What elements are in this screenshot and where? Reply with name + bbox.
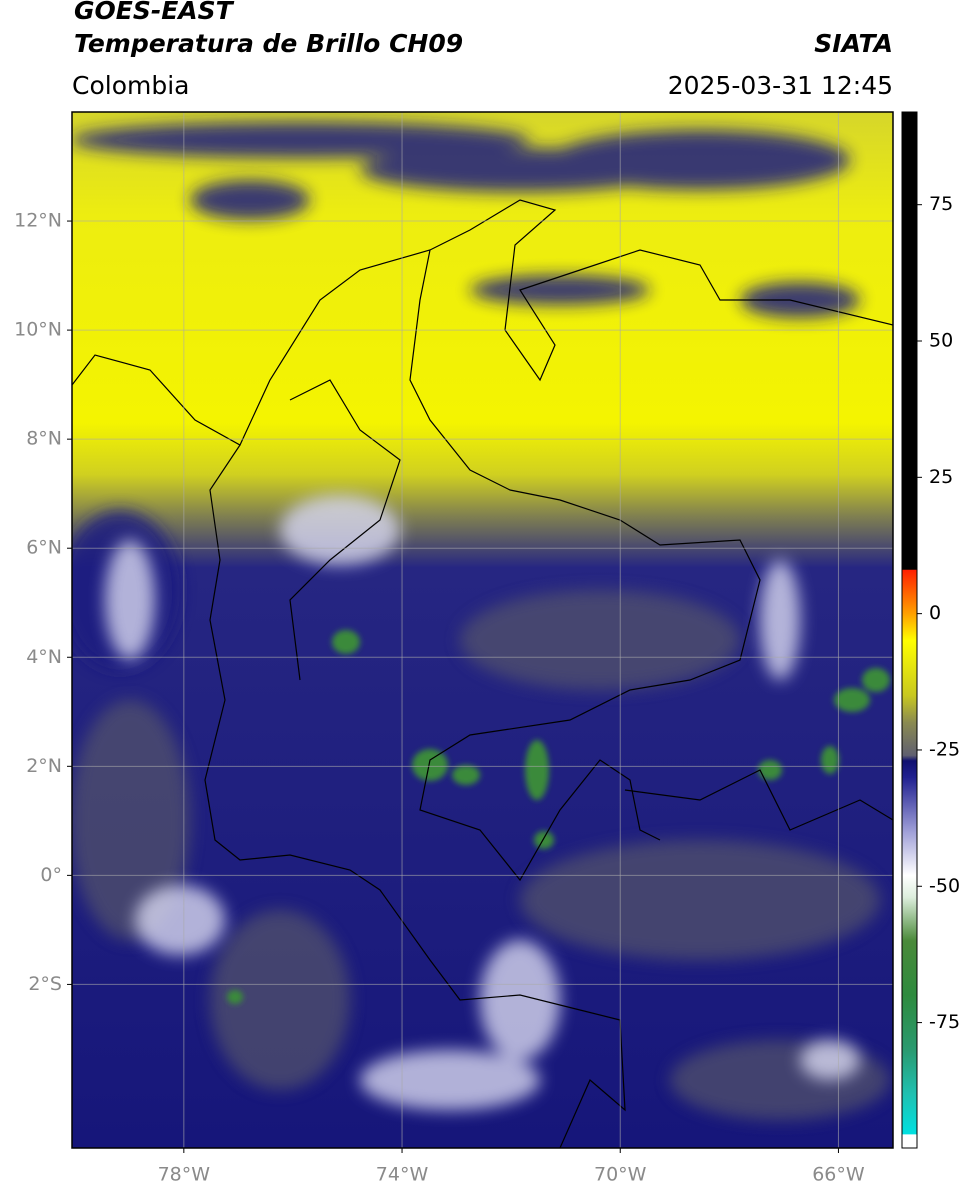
y-tick-label: 8°N: [26, 428, 62, 450]
y-tick-label: 12°N: [14, 210, 62, 232]
colorbar-tick-label: -25: [929, 738, 960, 760]
map-frame: [71, 111, 894, 1149]
satellite-image: [72, 112, 893, 1148]
colorbar-tick-label: 75: [929, 193, 953, 215]
y-tick-label: 0°: [40, 864, 62, 886]
graticule: [72, 112, 893, 1148]
colorbar-tick-label: -50: [929, 875, 960, 897]
region: Colombia: [72, 71, 189, 100]
timestamp: 2025-03-31 12:45: [668, 71, 893, 100]
colorbar: [901, 111, 918, 1149]
x-tick-label: 66°W: [812, 1164, 865, 1186]
source: SIATA: [814, 29, 893, 58]
x-tick-label: 78°W: [158, 1164, 211, 1186]
colorbar-tick-label: 50: [929, 330, 953, 352]
y-tick-label: 2°S: [28, 973, 62, 995]
colorbar-tick-label: -75: [929, 1011, 960, 1033]
title: GOES-EAST: [74, 0, 235, 25]
x-tick-label: 74°W: [376, 1164, 429, 1186]
y-tick-label: 10°N: [14, 319, 62, 341]
subtitle: Temperatura de Brillo CH09: [74, 29, 463, 58]
colorbar-tick-label: 0: [929, 602, 941, 624]
colorbar-tick-label: 25: [929, 466, 953, 488]
y-tick-label: 4°N: [26, 646, 62, 668]
y-tick-label: 2°N: [26, 755, 62, 777]
x-tick-label: 70°W: [594, 1164, 647, 1186]
y-tick-label: 6°N: [26, 537, 62, 559]
